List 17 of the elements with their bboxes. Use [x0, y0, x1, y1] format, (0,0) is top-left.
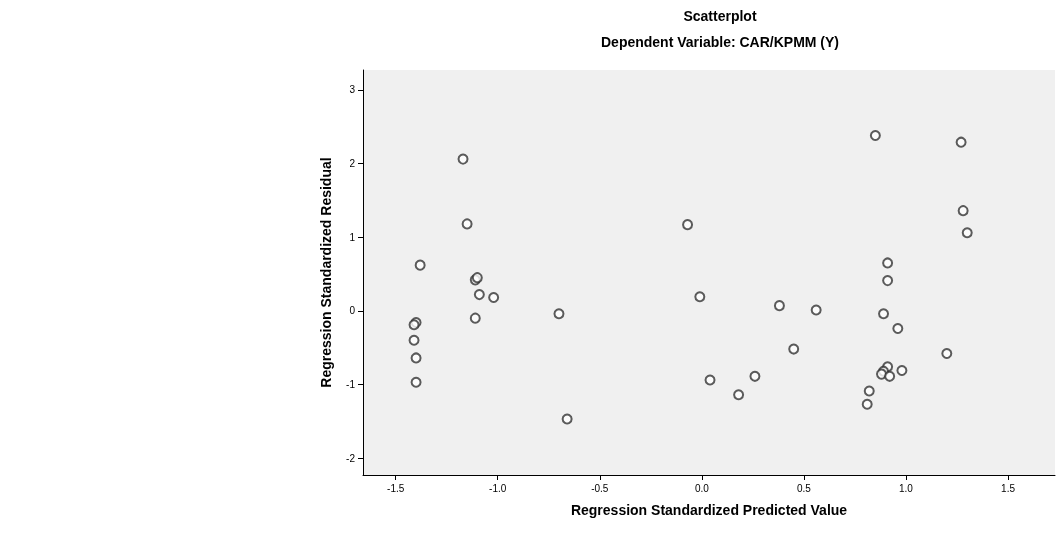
y-tick-label: -2 — [346, 452, 356, 464]
y-tick-label: 1 — [349, 231, 356, 243]
y-tick-label: 3 — [349, 84, 356, 96]
y-tick-label: 2 — [349, 158, 356, 170]
chart-title: Scatterplot — [683, 8, 757, 24]
x-tick-label: 0.5 — [796, 482, 812, 494]
x-axis-title: Regression Standardized Predicted Value — [570, 502, 848, 518]
chart-subtitle: Dependent Variable: CAR/KPMM (Y) — [600, 34, 840, 50]
x-tick-label: 1.0 — [899, 482, 914, 494]
y-tick-label: 0 — [349, 305, 356, 317]
x-tick-label: -0.5 — [591, 482, 609, 494]
x-tick-label: -1.5 — [387, 482, 405, 494]
y-axis-title: Regression Standardized Residual — [318, 157, 334, 388]
x-tick-label: 0.0 — [694, 482, 710, 494]
x-tick-label: -1.0 — [489, 482, 507, 494]
y-tick-label: -1 — [346, 378, 356, 390]
x-tick-label: 1.5 — [1001, 482, 1016, 494]
